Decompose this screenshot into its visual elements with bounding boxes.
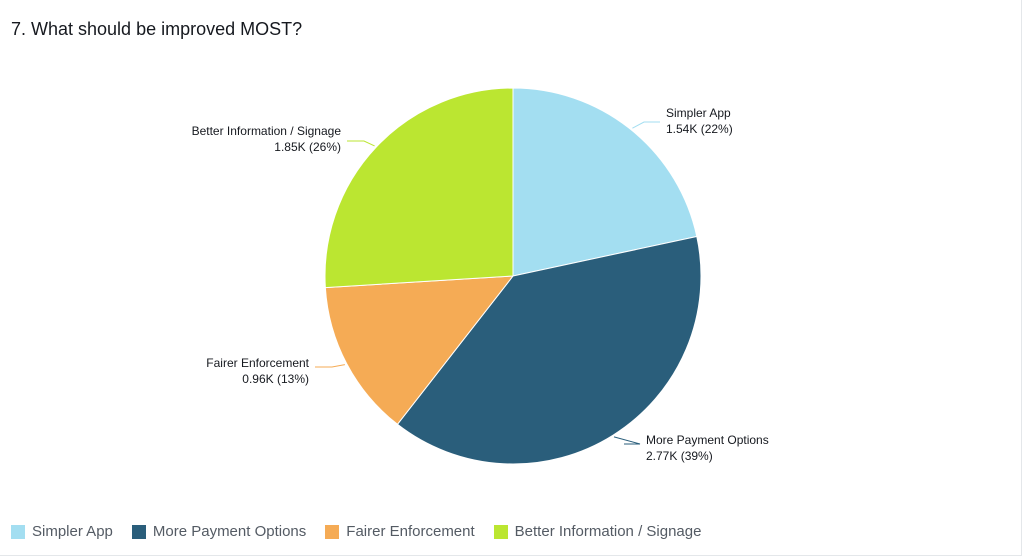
legend-swatch xyxy=(131,524,146,539)
slice-label-value: 0.96K (13%) xyxy=(242,372,309,386)
legend-label: Simpler App xyxy=(32,523,113,540)
legend-label: Fairer Enforcement xyxy=(346,523,475,540)
pie-slice-fairer-enforcement[interactable] xyxy=(324,275,515,426)
legend-item[interactable]: Better Information / Signage xyxy=(493,523,702,540)
slice-label-name: Better Information / Signage xyxy=(192,124,342,138)
legend-label: More Payment Options xyxy=(152,523,307,540)
leader-line xyxy=(347,140,375,147)
legend-swatch xyxy=(493,524,508,539)
slice-label-name: Fairer Enforcement xyxy=(206,356,309,370)
slice-label-value: 2.77K (39%) xyxy=(646,449,713,463)
legend-label: Better Information / Signage xyxy=(514,523,702,540)
legend-item[interactable]: Fairer Enforcement xyxy=(325,523,475,540)
pie-slice-simpler-app[interactable] xyxy=(512,87,698,277)
pie-slice-more-payment-options[interactable] xyxy=(396,235,702,465)
legend-swatch xyxy=(11,524,25,539)
leader-line xyxy=(632,121,660,129)
slice-label-name: Simpler App xyxy=(666,106,731,120)
chart-title: 7. What should be improved MOST? xyxy=(11,19,303,39)
leader-line xyxy=(315,364,345,368)
leader-line xyxy=(613,436,641,445)
slice-label-name: More Payment Options xyxy=(646,433,769,447)
slice-label-value: 1.85K (26%) xyxy=(274,140,341,154)
legend-item[interactable]: More Payment Options xyxy=(131,523,307,540)
pie-slice-better-information-signage[interactable] xyxy=(324,87,514,289)
chart-legend: Simpler App More Payment Options Fairer En… xyxy=(11,523,720,540)
pie-chart: Simpler App 1.54K (22%) More Payment Optio… xyxy=(192,87,769,465)
legend-item[interactable]: Simpler App xyxy=(11,523,113,540)
legend-swatch xyxy=(325,524,340,539)
slice-label-value: 1.54K (22%) xyxy=(666,122,733,136)
